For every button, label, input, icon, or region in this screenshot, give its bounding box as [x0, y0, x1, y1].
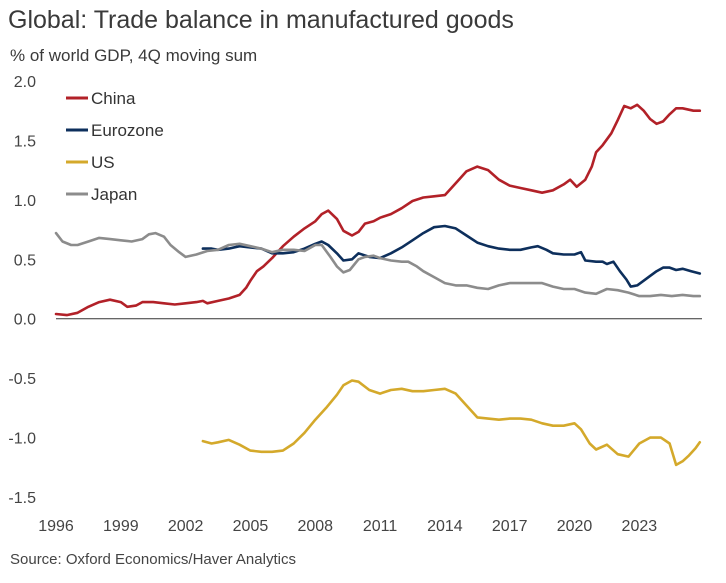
x-tick-label: 2008 — [297, 518, 333, 535]
y-tick-label: -0.5 — [8, 371, 36, 388]
chart-title: Global: Trade balance in manufactured go… — [8, 6, 514, 34]
y-tick-label: 0.5 — [14, 252, 36, 269]
series-line-us — [201, 379, 702, 467]
series-line-china — [54, 103, 702, 317]
legend-label-china: China — [91, 89, 136, 108]
y-axis-ticks: 2.0 1.5 1.0 0.5 0.0 -0.5 -1.0 -1.5 — [8, 74, 36, 507]
legend-label-us: US — [91, 153, 115, 172]
x-tick-label: 2002 — [168, 518, 204, 535]
legend-label-japan: Japan — [91, 185, 137, 204]
legend-label-eurozone: Eurozone — [91, 121, 164, 140]
y-tick-label: 0.0 — [14, 312, 36, 329]
x-tick-label: 2017 — [492, 518, 528, 535]
y-tick-label: -1.0 — [8, 431, 36, 448]
y-tick-label: 1.5 — [14, 133, 36, 150]
legend: China Eurozone US Japan — [66, 89, 164, 204]
x-tick-label: 2014 — [427, 518, 463, 535]
x-tick-label: 2011 — [363, 518, 398, 535]
y-tick-label: 1.0 — [14, 193, 36, 210]
y-tick-label: -1.5 — [8, 490, 36, 507]
y-tick-label: 2.0 — [14, 74, 36, 91]
chart-subtitle: % of world GDP, 4Q moving sum — [10, 46, 258, 65]
x-tick-label: 1996 — [38, 518, 74, 535]
x-tick-label: 2023 — [622, 518, 658, 535]
x-tick-label: 2020 — [557, 518, 593, 535]
source-note: Source: Oxford Economics/Haver Analytics — [10, 551, 296, 568]
x-axis-ticks: 1996 1999 2002 2005 2008 2011 2014 2017 2020 2023 — [38, 518, 657, 535]
series-line-eurozone — [201, 224, 702, 288]
series-lines — [54, 103, 702, 467]
x-tick-label: 2005 — [233, 518, 269, 535]
series-line-japan — [54, 231, 702, 298]
x-tick-label: 1999 — [103, 518, 139, 535]
